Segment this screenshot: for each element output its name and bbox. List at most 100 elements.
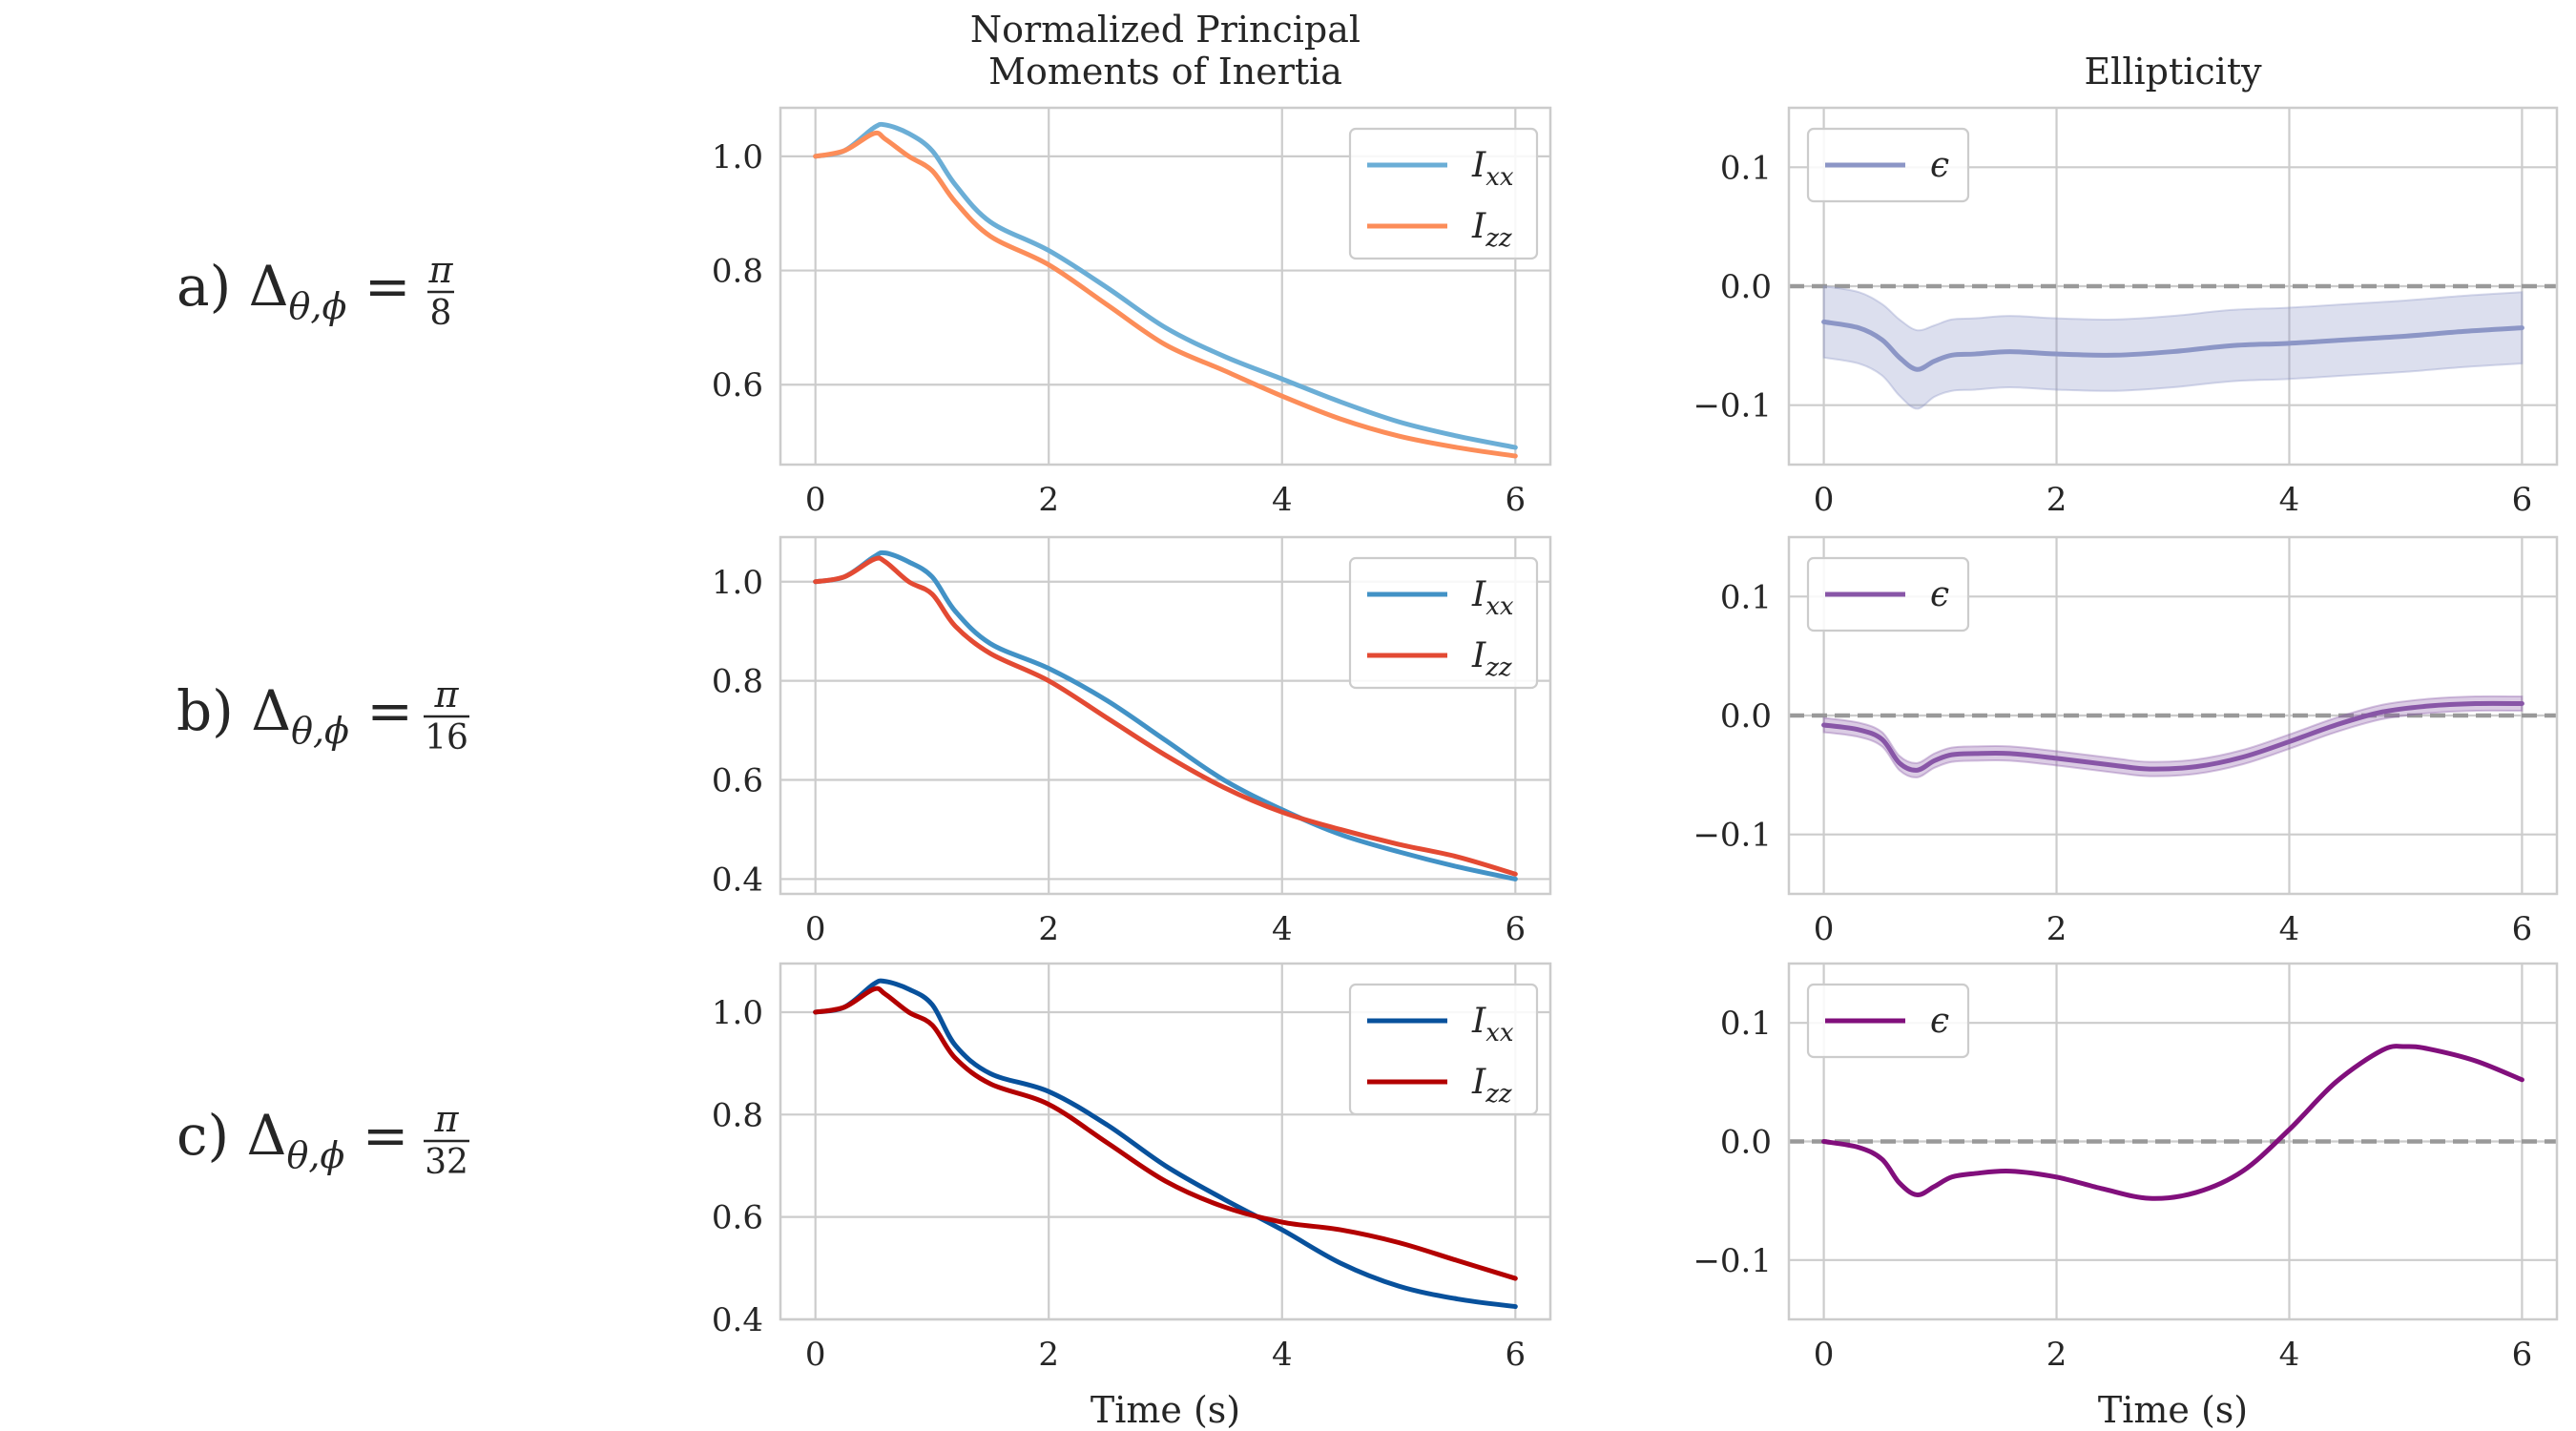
y-tick-label: 0.6 [712,366,763,404]
x-tick-label: 4 [1272,1336,1293,1374]
y-tick-label: 1.0 [712,138,763,176]
column-title-inertia: Moments of Inertia [988,51,1342,93]
panel-ellipticity-3: 0 2 4 6 −0.1 0.0 0.1 Time (s) ϵ [1693,962,2559,1431]
legend-label: Izz [1471,1063,1512,1109]
y-tick-label: 0.4 [712,1301,763,1339]
column-title-ellipticity: Ellipticity [2084,51,2262,93]
legend: Ixx Izz [1348,556,1539,690]
y-tick-label: 0.1 [1720,149,1772,187]
x-tick-label: 4 [1272,910,1293,948]
panel-ellipticity-1: 0 2 4 6 −0.1 0.0 0.1 ϵ [1693,106,2559,519]
y-tick-label: −0.1 [1693,387,1772,425]
legend: ϵ [1806,127,1970,203]
row-label-text: a) Δθ,ϕ = [177,254,410,327]
legend-label: ϵ [1930,1002,1949,1041]
series-line-epsilon [1821,1044,2524,1201]
series-line-epsilon [1821,700,2524,773]
x-tick-label: 2 [2046,910,2067,948]
fraction-numerator: π [434,1098,460,1140]
x-tick-label: 4 [2279,1336,2300,1374]
y-tick-label: 1.0 [712,564,763,602]
axes-frame [779,962,1552,1321]
y-tick-label: 0.8 [712,663,763,701]
y-tick-label: −0.1 [1693,817,1772,855]
fraction-denominator: 16 [425,718,468,757]
panel-inertia-2: 0 2 4 6 0.4 0.6 0.8 1.0 Ixx Izz [712,535,1552,948]
x-tick-label: 6 [1505,481,1526,519]
row-label-text: b) Δθ,ϕ = [177,678,413,752]
fraction-numerator: π [428,249,454,291]
legend-label: Ixx [1471,575,1514,621]
axes-frame [1787,106,2559,467]
fraction-denominator: 8 [430,294,452,333]
row-label-b: b) Δθ,ϕ = π16 [177,674,469,757]
row-label-c: c) Δθ,ϕ = π32 [177,1098,469,1182]
fraction-denominator: 32 [425,1143,468,1182]
series-line-ixx [813,978,1518,1310]
panel-inertia-3: 0 2 4 6 0.4 0.6 0.8 1.0 Time (s) Ixx Izz [712,962,1552,1431]
confidence-band [1822,695,2524,778]
legend-label: ϵ [1930,575,1949,614]
series-line-ixx [813,550,1518,881]
x-tick-label: 0 [1814,481,1835,519]
y-tick-label: 1.0 [712,994,763,1032]
x-tick-label: 2 [1038,910,1059,948]
column-title-inertia: Normalized Principal [970,9,1361,51]
axes-frame [779,535,1552,896]
x-tick-label: 6 [1505,1336,1526,1374]
x-tick-label: 2 [1038,1336,1059,1374]
series-line-izz [813,985,1518,1281]
legend-label: Ixx [1471,1002,1514,1047]
y-tick-label: 0.0 [1720,268,1772,306]
x-tick-label: 0 [805,1336,826,1374]
x-tick-label: 4 [2279,481,2300,519]
x-tick-label: 4 [1272,481,1293,519]
legend: ϵ [1806,983,1970,1059]
series-line-izz [813,555,1518,877]
legend: Ixx Izz [1348,983,1539,1116]
y-tick-label: 0.1 [1720,578,1772,616]
y-tick-label: 0.8 [712,1096,763,1134]
fraction-numerator: π [434,674,460,716]
row-label-a: a) Δθ,ϕ = π8 [177,249,454,333]
y-tick-label: 0.1 [1720,1005,1772,1043]
y-tick-label: −0.1 [1693,1242,1772,1280]
axes-frame [1787,535,2559,896]
y-tick-label: 0.6 [712,762,763,800]
y-tick-label: 0.8 [712,253,763,291]
axes-frame [779,106,1552,467]
legend-label: Ixx [1471,146,1514,192]
x-tick-label: 0 [805,910,826,948]
series-line-epsilon [1821,319,2524,372]
y-tick-label: 0.0 [1720,1124,1772,1162]
y-tick-label: 0.6 [712,1199,763,1237]
x-tick-label: 6 [2512,481,2533,519]
y-tick-label: 0.4 [712,861,763,899]
x-tick-label: 2 [1038,481,1059,519]
legend: Ixx Izz [1348,127,1539,260]
x-tick-label: 4 [2279,910,2300,948]
confidence-band [1822,284,2524,410]
x-axis-label: Time (s) [1091,1389,1240,1431]
y-tick-label: 0.0 [1720,697,1772,736]
x-tick-label: 0 [1814,1336,1835,1374]
legend-label: ϵ [1930,146,1949,185]
x-tick-label: 2 [2046,481,2067,519]
series-line-ixx [813,121,1518,450]
panel-inertia-1: 0 2 4 6 0.6 0.8 1.0 Ixx Izz [712,106,1552,519]
x-tick-label: 6 [2512,1336,2533,1374]
x-tick-label: 0 [1814,910,1835,948]
row-label-text: c) Δθ,ϕ = [177,1103,408,1176]
x-tick-label: 6 [1505,910,1526,948]
x-tick-label: 2 [2046,1336,2067,1374]
legend-label: Izz [1471,636,1512,682]
legend-label: Izz [1471,207,1512,253]
panel-ellipticity-2: 0 2 4 6 −0.1 0.0 0.1 ϵ [1693,535,2559,948]
series-line-izz [813,130,1518,459]
axes-frame [1787,962,2559,1321]
x-axis-label: Time (s) [2098,1389,2248,1431]
x-tick-label: 0 [805,481,826,519]
legend: ϵ [1806,556,1970,633]
x-tick-label: 6 [2512,910,2533,948]
